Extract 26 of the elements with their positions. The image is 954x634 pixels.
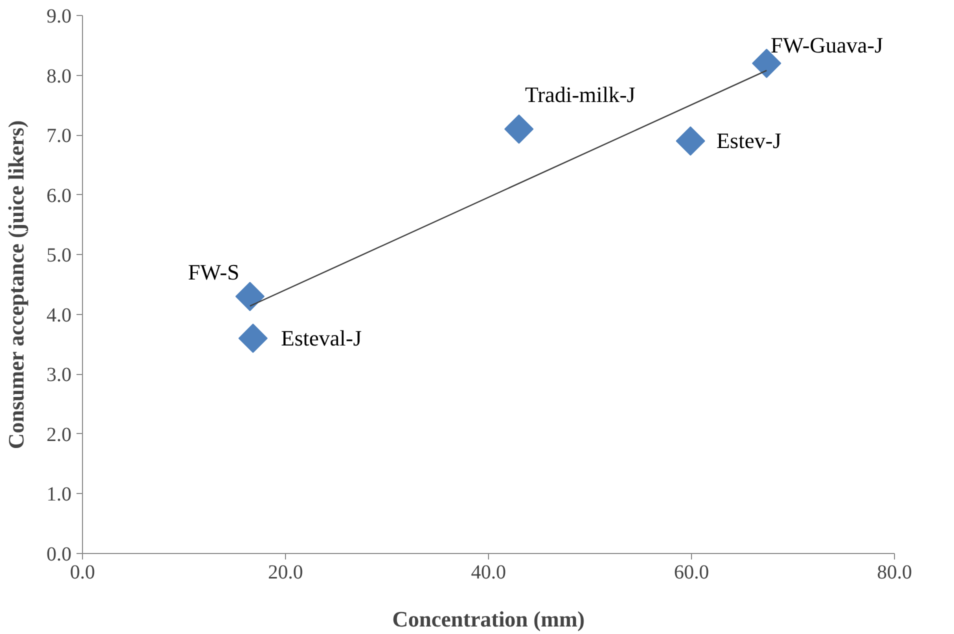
x-tick-label: 40.0 bbox=[471, 562, 506, 584]
y-tick-label: 1.0 bbox=[46, 484, 72, 506]
annotation: Esteval-J bbox=[281, 325, 362, 350]
x-tick-label: 60.0 bbox=[674, 562, 709, 584]
x-tick-label: 80.0 bbox=[877, 562, 912, 584]
y-tick-label: 6.0 bbox=[46, 184, 72, 207]
y-tick-label: 3.0 bbox=[46, 364, 72, 386]
annotation: FW-S bbox=[188, 259, 240, 284]
y-tick-label: 2.0 bbox=[46, 424, 72, 446]
x-tick-label: 20.0 bbox=[268, 562, 303, 584]
x-tick-label: 0.0 bbox=[70, 562, 95, 584]
x-axis-title: Concentration (mm) bbox=[392, 606, 585, 632]
y-tick-label: 8.0 bbox=[46, 65, 72, 88]
annotation: Tradi-milk-J bbox=[524, 82, 636, 108]
point bbox=[235, 282, 265, 312]
y-axis-title: Consumer acceptance (juice likers) bbox=[4, 120, 28, 450]
y-tick-label: 5.0 bbox=[46, 244, 72, 267]
y-tick-label: 9.0 bbox=[46, 6, 72, 28]
point bbox=[238, 324, 268, 353]
point bbox=[504, 114, 534, 144]
annotation: FW-Guava-J bbox=[770, 32, 884, 58]
annotation: Estev-J bbox=[716, 128, 782, 154]
y-tick-label: 0.0 bbox=[46, 544, 72, 566]
y-tick-label: 7.0 bbox=[46, 125, 72, 148]
y-tick-label: 4.0 bbox=[46, 304, 72, 326]
point bbox=[676, 126, 706, 156]
